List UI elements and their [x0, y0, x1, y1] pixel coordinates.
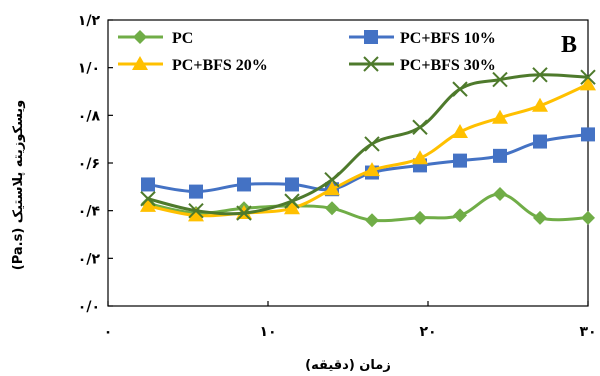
y-tick-label: ۰/۲: [78, 251, 101, 267]
y-tick-label: ۱/۲: [78, 13, 101, 29]
data-point: [237, 177, 251, 192]
data-point: [452, 124, 468, 139]
series-3: [140, 67, 596, 221]
series-line: [146, 73, 590, 216]
legend-item: PC+BFS 10%: [349, 30, 496, 47]
data-point: [364, 136, 380, 152]
y-axis-label: ویسکوزیته پلاستیک (Pa.s): [11, 100, 26, 271]
legend-marker: [132, 56, 148, 70]
legend-item: PC: [118, 30, 193, 47]
series-line: [146, 82, 590, 218]
axes-layer: ۰/۰ ۰/۲ ۰/۴ ۰/۶ ۰/۸ ۱/۰ ۱/۲ ۰ ۱۰ ۲۰ ۳۰: [78, 13, 597, 340]
x-axis-label: زمان (دقیقه): [305, 358, 391, 373]
data-point: [412, 119, 428, 135]
legend: PC PC+BFS 10% PC+BFS 20% PC+BFS 30%: [118, 30, 496, 74]
data-point: [453, 208, 467, 223]
x-tick-label: ۲۰: [419, 324, 436, 340]
legend-marker: [364, 30, 378, 44]
y-tick-label: ۱/۰: [78, 61, 100, 77]
data-point: [412, 150, 428, 165]
data-point: [325, 201, 339, 216]
y-tick-label: ۰/۴: [78, 204, 101, 220]
data-point: [324, 181, 340, 196]
series-0: [141, 186, 595, 228]
legend-marker: [363, 56, 379, 72]
legend-label: PC+BFS 30%: [400, 57, 496, 74]
data-point: [453, 153, 467, 168]
legend-label: PC+BFS 20%: [172, 57, 268, 74]
data-point: [533, 134, 547, 149]
y-tick-label: ۰/۰: [78, 299, 100, 315]
data-point: [324, 171, 340, 188]
y-tick-label: ۰/۶: [78, 156, 100, 172]
data-point: [284, 200, 300, 215]
data-point: [532, 67, 548, 83]
data-point: [140, 191, 156, 207]
data-point: [365, 213, 379, 228]
data-point: [581, 127, 595, 142]
series-line: [146, 132, 590, 194]
data-point: [580, 76, 596, 91]
data-point: [189, 184, 203, 199]
y-tick-label: ۰/۸: [78, 108, 101, 124]
legend-marker: [133, 30, 147, 44]
data-point: [532, 97, 548, 112]
data-point: [284, 193, 300, 209]
data-point: [452, 81, 468, 97]
data-point: [580, 69, 596, 85]
data-point: [285, 177, 299, 192]
data-point: [188, 202, 204, 219]
data-point: [492, 71, 508, 88]
legend-item: PC+BFS 30%: [349, 56, 496, 74]
x-tick-label: ۱۰: [259, 324, 276, 340]
panel-letter: B: [561, 32, 577, 58]
data-point: [413, 210, 427, 225]
data-point: [364, 162, 380, 177]
data-point: [533, 210, 547, 225]
data-point: [581, 210, 595, 225]
data-point: [140, 197, 156, 212]
legend-label: PC+BFS 10%: [400, 30, 496, 47]
data-point: [492, 109, 508, 124]
legend-label: PC: [172, 30, 193, 47]
data-point: [188, 207, 204, 222]
legend-item: PC+BFS 20%: [118, 56, 268, 74]
x-tick-label: ۳۰: [579, 324, 596, 340]
data-point: [493, 186, 507, 201]
data-point: [493, 148, 507, 163]
data-point: [141, 177, 155, 192]
x-tick-label: ۰: [104, 324, 113, 340]
data-point: [236, 205, 252, 221]
series-layer: [140, 67, 596, 228]
series-1: [141, 127, 595, 199]
